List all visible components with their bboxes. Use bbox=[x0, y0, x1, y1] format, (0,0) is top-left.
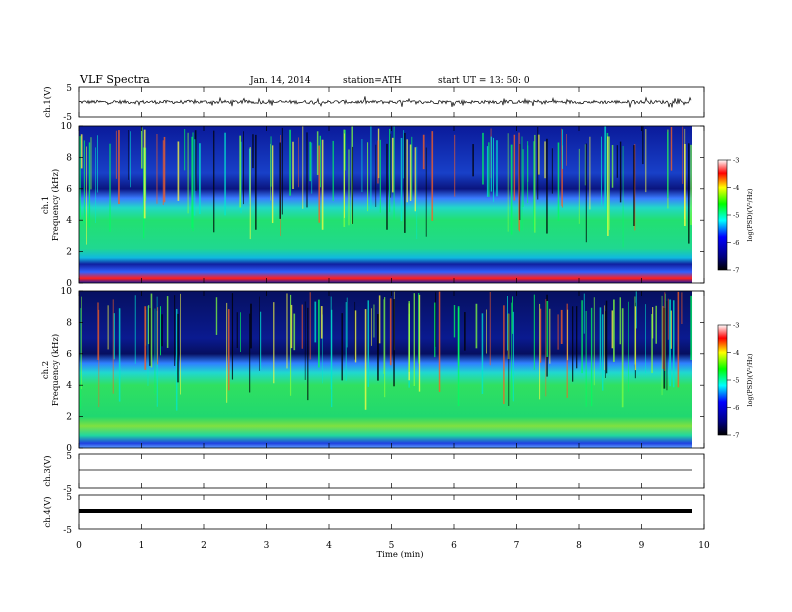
ch1-spectrogram-bursts bbox=[79, 126, 692, 248]
freq-tick-label: 6 bbox=[66, 185, 72, 195]
colorbar-tick-label: -3 bbox=[733, 157, 739, 165]
colorbar-tick-label: -4 bbox=[733, 349, 739, 357]
ch2-colorbar-label: log(PSD)(V²/Hz) bbox=[746, 353, 754, 406]
colorbar-tick-label: -6 bbox=[733, 239, 739, 247]
ch1-spectrogram-bg bbox=[79, 126, 692, 283]
freq-tick-label: 0 bbox=[66, 444, 72, 454]
ch2-spectrogram-bg bbox=[79, 291, 692, 448]
ch2-spectrogram-ylabel: ch.2 bbox=[41, 361, 51, 379]
freq-tick-label: 2 bbox=[66, 413, 72, 423]
time-tick-label: 1 bbox=[139, 541, 145, 551]
freq-tick-label: 10 bbox=[61, 122, 73, 132]
ch3-ylabel: ch.3(V) bbox=[42, 455, 53, 486]
colorbar-tick-label: -4 bbox=[733, 184, 739, 192]
time-tick-label: 4 bbox=[326, 541, 332, 551]
ch2-colorbar-gradient bbox=[717, 324, 728, 436]
start-time-label: start UT = 13: 50: 0 bbox=[438, 76, 530, 86]
ch1-volt-bottom-tick: -5 bbox=[63, 113, 72, 123]
time-tick-label: 6 bbox=[451, 541, 457, 551]
time-axis-label: Time (min) bbox=[376, 549, 423, 560]
ch1-colorbar-gradient bbox=[717, 159, 728, 271]
ch2-spectrogram-bursts bbox=[80, 291, 693, 411]
colorbar-tick-label: -5 bbox=[733, 377, 739, 385]
ch3-volt-bottom-tick: -5 bbox=[63, 485, 72, 495]
ch2-frequency-label: Frequency (kHz) bbox=[50, 334, 61, 406]
ch4-ylabel: ch.4(V) bbox=[42, 496, 53, 527]
ch1-volt-top-tick: 5 bbox=[66, 84, 72, 94]
ch3-volt-top-tick: 5 bbox=[66, 452, 72, 462]
station-label: station=ATH bbox=[343, 76, 402, 86]
ch2-colorbar: -3 -4 -5 -6 -7 log(PSD)(V²/Hz) bbox=[717, 322, 754, 440]
ch4-volt-bottom-tick: -5 bbox=[63, 526, 72, 536]
freq-tick-label: 6 bbox=[66, 350, 72, 360]
freq-tick-label: 10 bbox=[61, 287, 73, 297]
ch2-spectrogram-panel: 0 2 4 6 8 10 ch.2 Frequency (kHz) bbox=[41, 287, 705, 454]
ch2-colorbar-ticks: -3 -4 -5 -6 -7 bbox=[727, 322, 739, 440]
freq-tick-label: 4 bbox=[66, 381, 72, 391]
time-tick-label: 9 bbox=[639, 541, 645, 551]
time-tick-label: 8 bbox=[576, 541, 582, 551]
time-tick-label: 2 bbox=[201, 541, 207, 551]
time-tick-label: 3 bbox=[264, 541, 270, 551]
colorbar-tick-label: -5 bbox=[733, 212, 739, 220]
ch1-spectrogram-panel: 0 2 4 6 8 10 ch.1 Frequency (kHz) bbox=[41, 122, 705, 289]
colorbar-tick-label: -7 bbox=[733, 267, 739, 275]
ch1-freq-ticks: 0 2 4 6 8 10 bbox=[61, 122, 704, 289]
freq-tick-label: 8 bbox=[66, 318, 72, 328]
colorbar-tick-label: -3 bbox=[733, 322, 739, 330]
date-label: Jan. 14, 2014 bbox=[249, 76, 311, 86]
ch1-colorbar: -3 -4 -5 -6 -7 log(PSD)(V²/Hz) bbox=[717, 157, 754, 275]
time-tick-label: 7 bbox=[514, 541, 520, 551]
ch1-waveform-ylabel: ch.1(V) bbox=[42, 86, 53, 117]
time-tick-label: 0 bbox=[76, 541, 82, 551]
freq-tick-label: 0 bbox=[66, 279, 72, 289]
ch3-waveform-frame bbox=[78, 453, 705, 489]
ch2-freq-ticks: 0 2 4 6 8 10 bbox=[61, 287, 704, 454]
time-tick-label: 10 bbox=[698, 541, 710, 551]
colorbar-tick-label: -7 bbox=[733, 432, 739, 440]
ch1-waveform-line bbox=[78, 96, 692, 108]
ch4-volt-top-tick: 5 bbox=[66, 493, 72, 503]
ch1-spectrogram-ylabel: ch.1 bbox=[41, 196, 51, 214]
ch1-colorbar-ticks: -3 -4 -5 -6 -7 bbox=[727, 157, 739, 275]
ch1-colorbar-label: log(PSD)(V²/Hz) bbox=[746, 188, 754, 241]
time-axis: 0 1 2 3 4 5 6 7 8 9 10 bbox=[76, 87, 710, 551]
colorbar-tick-label: -6 bbox=[733, 404, 739, 412]
time-tick-label: 5 bbox=[389, 541, 395, 551]
freq-tick-label: 8 bbox=[66, 153, 72, 163]
figure-title: VLF Spectra bbox=[79, 73, 150, 86]
freq-tick-label: 2 bbox=[66, 248, 72, 258]
freq-tick-label: 4 bbox=[66, 216, 72, 226]
ch1-frequency-label: Frequency (kHz) bbox=[50, 169, 61, 241]
